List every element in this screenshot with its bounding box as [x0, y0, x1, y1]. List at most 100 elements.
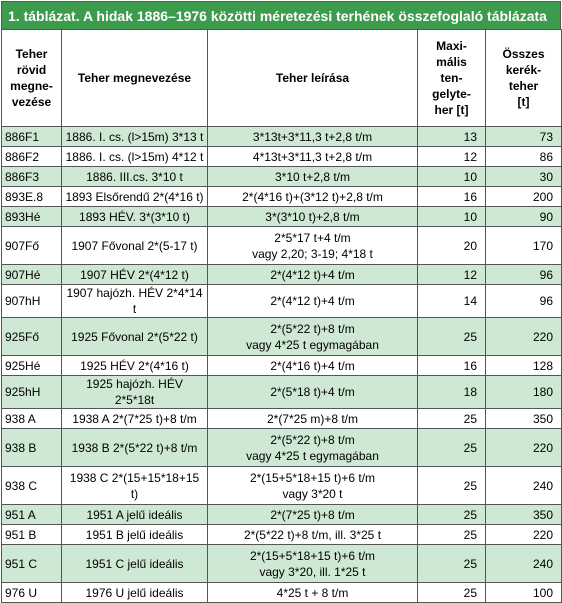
table-cell: 2*(4*12 t)+4 t/m [207, 264, 418, 285]
table-cell: 10 [417, 166, 486, 187]
table-cell: 86 [485, 146, 562, 167]
table-cell: 240 [485, 466, 562, 505]
table-cell: 25 [417, 504, 486, 525]
table-cell: 20 [417, 226, 486, 265]
table-cell: 96 [485, 264, 562, 285]
table-cell: 30 [485, 166, 562, 187]
table-cell: 886F1 [1, 126, 62, 147]
table-cell: 2*(15+5*18+15 t)+6 t/m vagy 3*20 t [207, 466, 418, 505]
table-cell: 1886. I. cs. (l>15m) 3*13 t [61, 126, 208, 147]
table-row: 938 C 1938 C 2*(15+15*18+15 t) 2*(15+5*18+… [1, 466, 562, 505]
table-cell: 170 [485, 226, 562, 265]
table-cell: 925Fő [1, 317, 62, 356]
table-cell: 12 [417, 264, 486, 285]
table-row: 893Hé 1893 HÉV. 3*(3*10 t) 3*(3*10 t)+2,8 … [1, 206, 562, 227]
column-header: Maxi- mális ten- gelyte- her [t] [417, 29, 486, 127]
table-row: 951 A 1951 A jelű ideális 2*(7*25 t)+8 t/m… [1, 504, 562, 525]
table-cell: 1886. III.cs. 3*10 t [61, 166, 208, 187]
table-row: 886F2 1886. I. cs. (l>15m) 4*12 t 4*13t+3*… [1, 146, 562, 167]
table-cell: 3*10 t+2,8 t/m [207, 166, 418, 187]
table-cell: 90 [485, 206, 562, 227]
table-cell: 907Hé [1, 264, 62, 285]
table-cell: 18 [417, 375, 486, 409]
table-cell: 1938 C 2*(15+15*18+15 t) [61, 466, 208, 505]
table-row: 893E.8 1893 Elsőrendű 2*(4*16 t) 2*(4*16 t… [1, 186, 562, 207]
table-cell: 907hH [1, 284, 62, 318]
table-row: 907Hé 1907 HÉV 2*(4*12 t) 2*(4*12 t)+4 t/m… [1, 264, 562, 285]
table-row: 925Hé 1925 HÉV 2*(4*16 t) 2*(4*16 t)+4 t/m… [1, 355, 562, 376]
column-header: Teher leírása [207, 29, 418, 127]
table-cell: 2*5*17 t+4 t/m vagy 2,20; 3-19; 4*18 t [207, 226, 418, 265]
table-cell: 938 C [1, 466, 62, 505]
table-row: 938 A 1938 A 2*(7*25 t)+8 t/m 2*(7*25 m)+8… [1, 408, 562, 429]
table-cell: 128 [485, 355, 562, 376]
column-header: Teher megnevezése [61, 29, 208, 127]
table-cell: 96 [485, 284, 562, 318]
table-row: 925hH 1925 hajózh. HÉV 2*5*18t 2*(5*18 t)+… [1, 375, 562, 409]
table-cell: 925Hé [1, 355, 62, 376]
table-cell: 2*(7*25 m)+8 t/m [207, 408, 418, 429]
table-cell: 951 B [1, 524, 62, 545]
table-cell: 886F3 [1, 166, 62, 187]
table-cell: 220 [485, 428, 562, 467]
table-cell: 907Fő [1, 226, 62, 265]
table-row: 907Fő 1907 Fővonal 2*(5-17 t) 2*5*17 t+4 t… [1, 226, 562, 265]
table-cell: 938 B [1, 428, 62, 467]
table-cell: 2*(5*18 t)+4 t/m [207, 375, 418, 409]
table-cell: 25 [417, 428, 486, 467]
table-cell: 73 [485, 126, 562, 147]
data-table: Teher rövid megne- vezése Teher megnevezé… [1, 29, 562, 603]
table-cell: 1951 B jelű ideális [61, 524, 208, 545]
table-cell: 2*(4*16 t)+(3*12 t)+2,8 t/m [207, 186, 418, 207]
table-cell: 2*(4*12 t)+4 t/m [207, 284, 418, 318]
table-title: 1. táblázat. A hidak 1886–1976 közötti m… [1, 1, 561, 29]
table-cell: 2*(5*22 t)+8 t/m vagy 4*25 t egymagában [207, 428, 418, 467]
table-cell: 1907 hajózh. HÉV 2*4*14 t [61, 284, 208, 318]
table-cell: 951 C [1, 544, 62, 583]
table-row: 951 B 1951 B jelű ideális 2*(5*22 t)+8 t/m… [1, 524, 562, 545]
table-row: 907hH 1907 hajózh. HÉV 2*4*14 t 2*(4*12 t)… [1, 284, 562, 318]
table-cell: 2*(15+5*18+15 t)+6 t/m vagy 3*20, ill. 1… [207, 544, 418, 583]
table-cell: 1893 HÉV. 3*(3*10 t) [61, 206, 208, 227]
table-row: 886F1 1886. I. cs. (l>15m) 3*13 t 3*13t+3*… [1, 126, 562, 147]
table-cell: 1938 B 2*(5*22 t)+8 t/m [61, 428, 208, 467]
table-cell: 220 [485, 524, 562, 545]
table-cell: 350 [485, 408, 562, 429]
table-cell: 25 [417, 466, 486, 505]
table-cell: 938 A [1, 408, 62, 429]
table-cell: 25 [417, 544, 486, 583]
table-cell: 1907 HÉV 2*(4*12 t) [61, 264, 208, 285]
table-cell: 951 A [1, 504, 62, 525]
table-cell: 240 [485, 544, 562, 583]
table-cell: 1951 A jelű ideális [61, 504, 208, 525]
table-row: 925Fő 1925 Fővonal 2*(5*22 t) 2*(5*22 t)+8… [1, 317, 562, 356]
table-cell: 200 [485, 186, 562, 207]
table-cell: 2*(5*22 t)+8 t/m vagy 4*25 t egymagában [207, 317, 418, 356]
table-cell: 1951 C jelű ideális [61, 544, 208, 583]
table-row: 951 C 1951 C jelű ideális 2*(15+5*18+15 t)… [1, 544, 562, 583]
table-cell: 220 [485, 317, 562, 356]
table-cell: 4*13t+3*11,3 t+2,8 t/m [207, 146, 418, 167]
table-cell: 16 [417, 355, 486, 376]
table-row: 976 U 1976 U jelű ideális 4*25 t + 8 t/m 25… [1, 582, 562, 603]
table-cell: 2*(7*25 t)+8 t/m [207, 504, 418, 525]
table-cell: 350 [485, 504, 562, 525]
table-cell: 10 [417, 206, 486, 227]
table-cell: 1925 hajózh. HÉV 2*5*18t [61, 375, 208, 409]
table-cell: 16 [417, 186, 486, 207]
table-cell: 14 [417, 284, 486, 318]
table-cell: 2*(5*22 t)+8 t/m, ill. 3*25 t [207, 524, 418, 545]
table-cell: 25 [417, 524, 486, 545]
table-cell: 1925 Fővonal 2*(5*22 t) [61, 317, 208, 356]
table-cell: 1925 HÉV 2*(4*16 t) [61, 355, 208, 376]
table-cell: 893E.8 [1, 186, 62, 207]
table-row: 938 B 1938 B 2*(5*22 t)+8 t/m 2*(5*22 t)+8… [1, 428, 562, 467]
table-cell: 3*13t+3*11,3 t+2,8 t/m [207, 126, 418, 147]
header-row: Teher rövid megne- vezése Teher megnevezé… [1, 29, 562, 127]
table-cell: 2*(4*16 t)+4 t/m [207, 355, 418, 376]
table-cell: 925hH [1, 375, 62, 409]
table-cell: 12 [417, 146, 486, 167]
table-cell: 1976 U jelű ideális [61, 582, 208, 603]
table-cell: 1907 Fővonal 2*(5-17 t) [61, 226, 208, 265]
